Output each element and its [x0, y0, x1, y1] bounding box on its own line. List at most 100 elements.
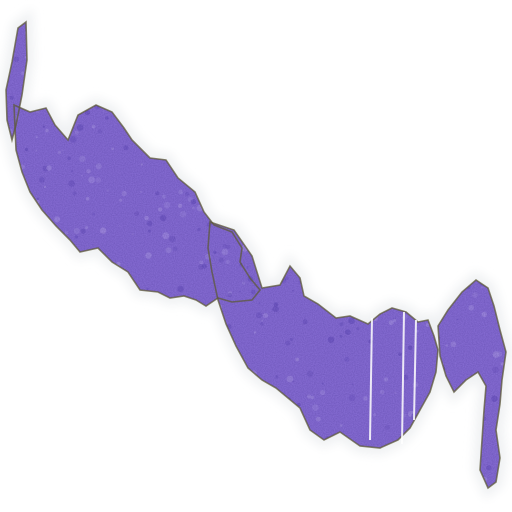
tissue-texture-spot: [351, 163, 357, 169]
tissue-texture-spot: [432, 49, 435, 52]
tissue-texture-spot: [210, 118, 216, 124]
tissue-texture-spot: [86, 169, 91, 174]
tissue-texture-spot: [134, 473, 141, 480]
tissue-texture-spot: [70, 447, 75, 452]
tissue-texture-spot: [57, 258, 61, 262]
tissue-texture-spot: [64, 466, 72, 474]
tissue-texture-spot: [105, 116, 109, 120]
tissue-texture-spot: [370, 267, 377, 273]
tissue-texture-spot: [275, 375, 279, 379]
tissue-texture-spot: [10, 340, 16, 345]
tissue-texture-spot: [385, 425, 390, 430]
tissue-texture-spot: [417, 90, 422, 95]
tissue-texture-spot: [349, 117, 355, 123]
tissue-texture-spot: [381, 82, 385, 86]
tissue-texture-spot: [391, 481, 394, 484]
tissue-texture-spot: [63, 340, 69, 346]
tissue-texture-spot: [83, 376, 87, 380]
tissue-texture-spot: [186, 395, 193, 403]
tissue-texture-spot: [458, 222, 464, 228]
tissue-texture-spot: [59, 264, 65, 270]
tissue-texture-spot: [465, 471, 472, 478]
tissue-texture-spot: [98, 468, 105, 475]
tissue-texture-spot: [90, 76, 94, 81]
tissue-texture-spot: [412, 289, 419, 296]
tissue-texture-spot: [453, 42, 461, 50]
tissue-texture-spot: [236, 27, 243, 34]
tissue-texture-spot: [448, 60, 452, 65]
tissue-texture-spot: [297, 154, 305, 162]
tissue-texture-spot: [300, 38, 304, 42]
tissue-texture-spot: [8, 349, 11, 352]
tissue-texture-spot: [168, 379, 173, 384]
tissue-texture-spot: [127, 327, 132, 333]
tissue-edge-piece: [207, 220, 439, 449]
tissue-texture-spot: [439, 275, 446, 282]
tissue-texture-spot: [263, 313, 269, 318]
tissue-texture-spot: [79, 155, 86, 162]
tissue-texture-spot: [51, 95, 58, 103]
tissue-texture-spot: [323, 64, 326, 67]
tissue-texture-spot: [14, 353, 18, 358]
tissue-texture-spot: [187, 117, 192, 122]
tissue-texture-spot: [274, 417, 277, 419]
tissue-texture-spot: [96, 278, 100, 282]
tissue-texture-spot: [283, 151, 287, 155]
tissue-texture-spot: [495, 224, 500, 228]
tissue-texture-spot: [478, 72, 481, 75]
tissue-texture-spot: [334, 89, 339, 93]
tissue-texture-spot: [452, 45, 456, 48]
tissue-texture-spot: [249, 175, 252, 177]
tissue-texture-spot: [257, 240, 260, 243]
tissue-texture-spot: [146, 287, 149, 291]
tissue-texture-spot: [340, 69, 347, 76]
tissue-texture-spot: [443, 207, 447, 210]
tissue-texture-spot: [250, 289, 256, 295]
tissue-texture-spot: [291, 108, 294, 111]
tissue-piece: [6, 22, 27, 140]
tissue-texture-spot: [359, 96, 366, 103]
tissue-texture-spot: [272, 215, 279, 222]
tissue-texture-spot: [473, 131, 475, 133]
tissue-texture-spot: [80, 371, 83, 373]
tissue-texture-spot: [465, 29, 471, 35]
tissue-texture-spot: [261, 319, 264, 322]
tissue-texture-spot: [440, 260, 446, 267]
tissue-texture-spot: [334, 143, 341, 150]
tissue-texture-spot: [494, 279, 497, 282]
tissue-texture-spot: [163, 201, 171, 209]
tissue-texture-spot: [99, 227, 107, 234]
tissue-texture-spot: [463, 47, 471, 54]
tissue-texture-spot: [456, 213, 459, 217]
tissue-texture-spot: [477, 169, 482, 174]
tissue-texture-spot: [155, 191, 160, 196]
tissue-texture-spot: [500, 231, 506, 237]
tissue-texture-spot: [404, 188, 408, 192]
tissue-texture-spot: [121, 190, 127, 197]
tissue-texture-spot: [225, 170, 231, 176]
tissue-texture-spot: [166, 100, 169, 102]
tissue-texture-spot: [277, 145, 280, 148]
tissue-texture-spot: [222, 37, 229, 44]
tissue-texture-spot: [421, 440, 426, 444]
tissue-texture-spot: [393, 94, 399, 99]
tissue-texture-spot: [330, 53, 333, 56]
tissue-texture-spot: [463, 476, 467, 480]
tissue-texture-spot: [437, 425, 444, 432]
tissue-texture-spot: [218, 257, 224, 263]
tissue-texture-spot: [140, 163, 143, 166]
tissue-texture-spot: [36, 197, 40, 200]
tissue-texture-spot: [127, 379, 135, 387]
tissue-texture-spot: [444, 401, 452, 408]
tissue-texture-spot: [101, 484, 107, 488]
tissue-texture-spot: [185, 191, 190, 196]
tissue-texture-spot: [337, 290, 342, 295]
tissue-texture-spot: [273, 54, 277, 57]
tissue-texture-spot: [154, 468, 161, 475]
tissue-texture-spot: [376, 195, 382, 201]
tissue-texture-spot: [337, 446, 344, 453]
tissue-texture-spot: [63, 93, 67, 98]
tissue-texture-spot: [226, 466, 229, 469]
tissue-texture-spot: [443, 297, 447, 301]
tissue-texture-spot: [129, 463, 134, 468]
